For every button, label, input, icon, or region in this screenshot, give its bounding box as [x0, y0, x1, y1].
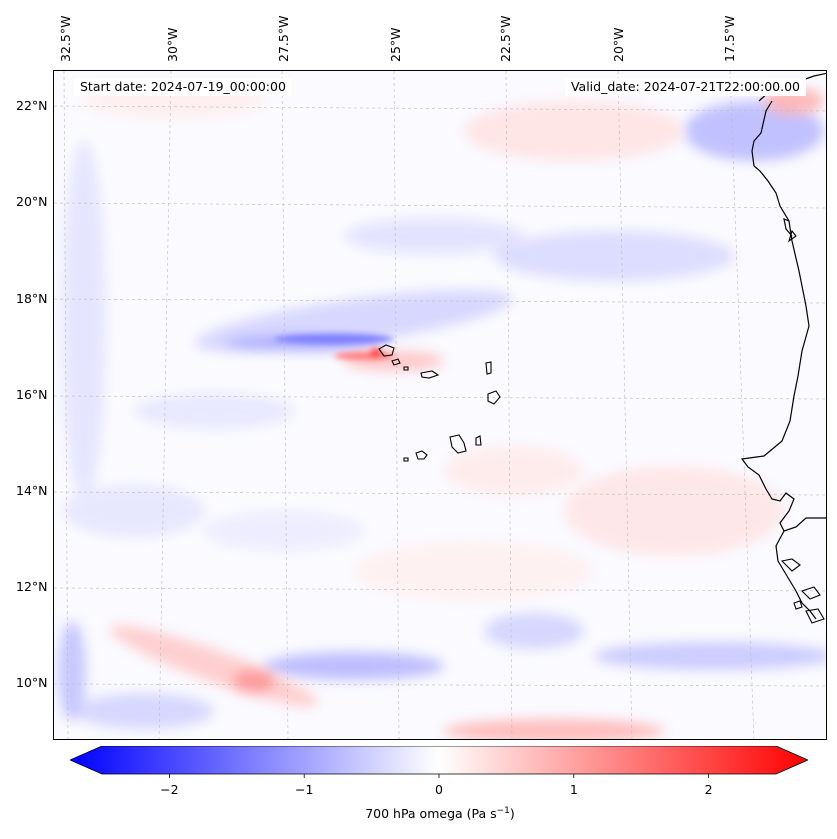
ascent-regions	[58, 101, 826, 729]
coastline-mainland	[740, 165, 826, 532]
valid-date-label: Valid_date: 2024-07-21T22:00:00.00	[564, 78, 806, 96]
island-bissagos-3	[805, 608, 825, 624]
coastline-senegal	[775, 530, 817, 620]
lat-label-20n: 20°N	[16, 194, 48, 209]
coastline-inlet	[783, 218, 793, 237]
lon-label-32-5w: 32.5°W	[58, 15, 73, 62]
start-date-label: Start date: 2024-07-19_00:00:00	[74, 78, 292, 96]
lon-label-17-5w: 17.5°W	[722, 15, 737, 62]
island-santo-antao	[378, 344, 395, 357]
island-arguin	[788, 229, 797, 243]
colorbar-tick-marks	[169, 774, 709, 778]
colorbar-bar	[70, 746, 808, 775]
lee-wave-feature	[274, 334, 394, 360]
lat-label-18n: 18°N	[16, 291, 48, 306]
colorbar-tick-label: 2	[704, 782, 713, 797]
lat-label-16n: 16°N	[16, 387, 48, 402]
lon-label-27-5w: 27.5°W	[276, 15, 291, 62]
lat-label-10n: 10°N	[16, 675, 48, 690]
colorbar-tick-label: −2	[160, 782, 179, 797]
lon-label-22-5w: 22.5°W	[498, 15, 513, 62]
island-bissagos-4	[793, 600, 803, 610]
island-sao-vicente	[391, 358, 401, 366]
island-santiago	[449, 434, 467, 454]
island-maio	[475, 435, 482, 446]
coastline-mauritania-north	[751, 100, 773, 167]
island-santa-luzia	[403, 366, 409, 371]
cape-verde-islands	[378, 344, 501, 462]
island-bissagos-2	[800, 586, 821, 600]
map-panel[interactable]: Start date: 2024-07-19_00:00:00 Valid_da…	[53, 70, 827, 740]
island-fogo	[415, 450, 428, 460]
colorbar-label: 700 hPa omega (Pa s−1)	[365, 806, 515, 822]
colorbar-tick-label: 0	[435, 782, 443, 797]
lat-label-22n: 22°N	[16, 98, 48, 113]
island-sao-nicolau	[420, 370, 440, 379]
lon-label-20w: 20°W	[611, 27, 626, 62]
lat-label-12n: 12°N	[16, 579, 48, 594]
omega-field-map	[54, 71, 826, 739]
colorbar-tick-label: −1	[294, 782, 314, 797]
lat-label-14n: 14°N	[16, 483, 48, 498]
island-sal	[485, 361, 492, 375]
lon-label-30w: 30°W	[165, 27, 180, 62]
lon-label-25w: 25°W	[388, 27, 403, 62]
island-brava	[403, 457, 409, 462]
colorbar	[70, 746, 808, 778]
island-bissagos-1	[780, 558, 801, 572]
graticule	[54, 71, 826, 739]
colorbar-tick-label: 1	[569, 782, 578, 797]
island-boa-vista	[487, 390, 501, 405]
